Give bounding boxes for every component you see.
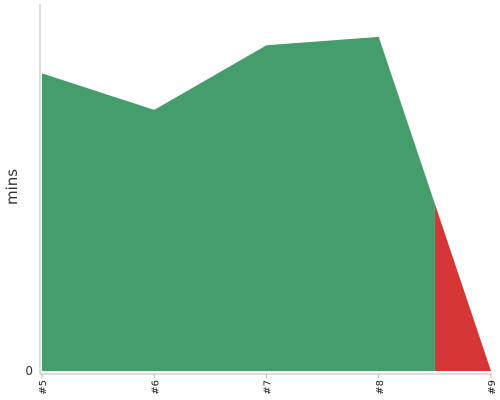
x-tick-label: #8 [375,380,386,395]
y-axis-ticks: 0 [25,364,33,378]
plot-areas [42,36,491,371]
x-tick-label: #5 [38,380,49,395]
area-segment-before-split [42,36,435,371]
area-segment-after-split [434,203,491,371]
x-tick-label: #7 [263,380,274,395]
y-tick-label: 0 [25,364,33,378]
y-axis-label: mins [3,169,21,205]
x-tick-label: #9 [487,380,498,395]
x-tick-label: #6 [150,380,161,395]
x-axis-ticks: #5 #6 #7 #8 #9 [38,374,498,395]
